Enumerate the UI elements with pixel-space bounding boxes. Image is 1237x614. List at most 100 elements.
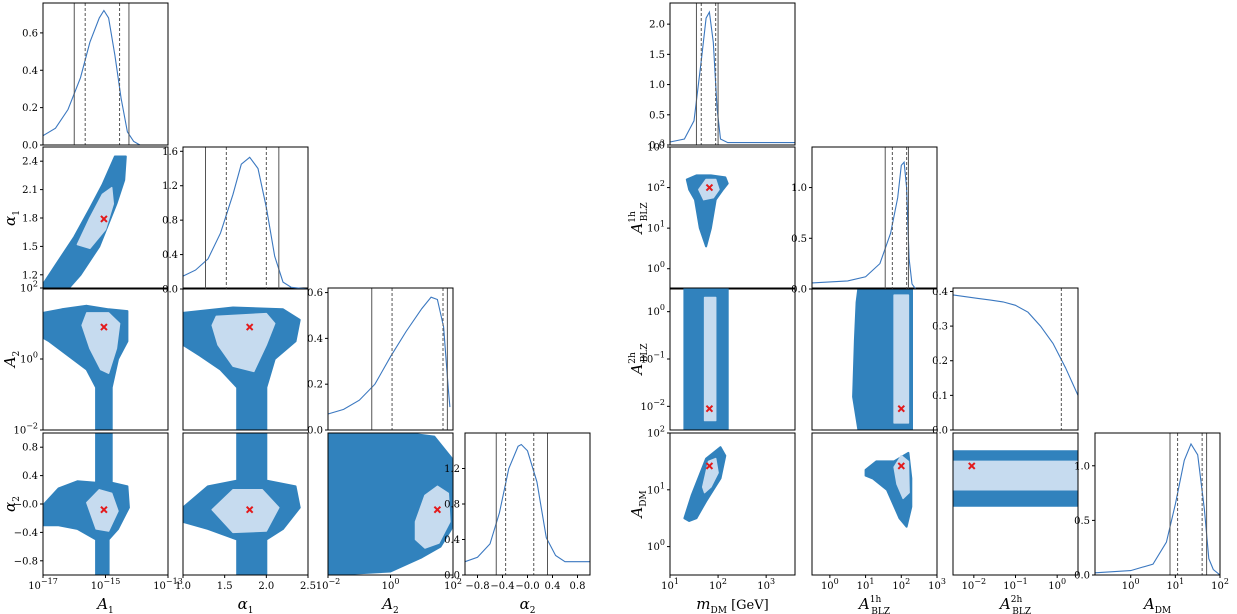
contour-95 [685,174,729,248]
y-axis-label: ADM [628,490,649,519]
x-tick-label: 103 [928,577,946,592]
marginal-panel-1: 0.0 0.4 0.8 1.2 1.6 [162,146,309,296]
y-tick-label: 0.4 [22,66,38,77]
best-fit-marker [100,323,108,331]
x-tick-label: 10−2 [316,577,341,592]
y-tick-label: 101 [647,220,665,235]
marginal-curve [182,156,309,290]
x-axis-label: α1 [238,595,254,614]
x-axis-label: ADM [1142,595,1171,614]
y-axis-1: 1.2 1.5 1.8 2.1 2.4 [22,157,43,281]
marginal-curve [42,9,141,146]
y-axis-2: 10−2 100 102 [13,280,43,437]
x-tick-label: 10−2 [962,577,987,592]
contour-panel-2-0 [669,287,796,431]
y-tick-label: 2.4 [22,157,38,168]
panel-frame [182,146,309,290]
contour-panel-3-2 [327,432,454,576]
contour-panel-3-1 [811,432,938,576]
contour-68 [893,454,910,500]
y-tick-label: 10−2 [13,422,38,437]
x-tick-label: 10−1 [1003,577,1028,592]
marginal-panel-1: 0.0 0.5 1.0 [791,146,938,296]
contour-68 [81,312,121,374]
x-axis-label: A2 [380,595,399,614]
x-tick-label: 0.8 [570,581,586,592]
marginal-curve [1094,442,1221,576]
x-tick-label: 0.4 [545,581,561,592]
x-tick-label: 10−17 [28,577,58,592]
panel-frame [182,432,309,576]
contour-panel-3-2 [952,432,1079,576]
x-tick-label: 100 [1048,577,1066,592]
x-tick-label: 10−15 [91,577,121,592]
contour-95 [43,433,130,575]
corner-left: 0.00.20.40.60.00.40.81.21.60.00.20.40.60… [13,2,591,592]
contour-68 [893,294,910,424]
x-tick-label: 1.5 [217,581,233,592]
y-axis-label: A2h BLZ [628,343,650,376]
marginal-curve [464,443,590,563]
y-tick-label: 2.0 [649,20,665,31]
y-tick-label: 1.6 [162,147,178,158]
x-axis-2: 10−2 10−1 100 [962,575,1066,592]
contour-panel-1-0 [669,146,796,290]
y-tick-label: 0.0 [22,141,38,152]
contour-panel-3-0 [669,432,796,576]
svg-text:mDM [GeV]: mDM [GeV] [696,595,768,614]
y-tick-label: 0.5 [1074,516,1090,527]
y-tick-label: 1.0 [1074,461,1090,472]
marginal-panel-2: 0.0 0.2 0.4 0.6 [307,287,454,437]
marginal-panel-3: 0.0 0.5 1.0 [1074,432,1221,582]
best-fit-marker [705,183,714,192]
contour-68 [703,296,717,422]
y-tick-label: 102 [20,280,38,295]
y-tick-label: 1.2 [22,270,38,281]
y-tick-label: 1.2 [444,464,460,475]
x-axis-1: 1.0 1.5 2.0 2.5 [175,575,316,592]
marginal-panel-0: 0.0 0.2 0.4 0.6 [22,2,169,152]
contour-68 [414,485,451,549]
y-tick-label: 10−1 [640,351,665,366]
panel-frame [811,287,938,431]
x-tick-label: −0.4 [490,581,514,592]
y-tick-label: 0.4 [444,535,460,546]
x-axis-0: 10−17 10−15 10−13 [28,575,183,592]
contour-68 [211,489,280,534]
y-axis-label: α1 [1,210,22,226]
y-tick-label: 1.0 [791,183,807,194]
x-axis-1: 100 101 102 103 [821,575,946,592]
y-tick-label: 0.4 [22,471,38,482]
x-tick-label: 102 [444,577,462,592]
x-tick-label: 101 [857,577,875,592]
best-fit-marker [245,505,254,514]
svg-text:ADM: ADM [628,490,649,519]
y-tick-label: −0.8 [14,556,38,567]
x-tick-label: 102 [709,577,727,592]
panel-frame [464,432,591,576]
y-tick-label: 0.0 [307,426,323,437]
panel-frame [811,146,938,290]
y-tick-label: 0.0 [649,141,665,152]
panel-frame [952,287,1079,431]
y-tick-label: −0.0 [14,500,38,511]
y-tick-label: 100 [647,538,665,553]
y-axis-label: A1h BLZ [628,202,650,235]
marginal-panel-2: 0.0 0.1 0.2 0.3 0.4 [932,287,1079,437]
svg-text:A1: A1 [95,595,114,614]
y-axis-label: A2 [1,351,22,370]
y-tick-label: 100 [20,351,38,366]
x-tick-label: −0.0 [515,581,539,592]
x-axis-3: 100 101 102 [1122,575,1229,592]
best-fit-marker [433,505,442,514]
x-tick-label: 100 [821,577,839,592]
y-tick-label: 0.0 [1074,571,1090,582]
y-tick-label: 0.8 [22,443,38,454]
contour-panel-2-1 [811,287,938,431]
panel-frame [1094,432,1221,576]
y-tick-label: 0.0 [791,285,807,296]
y-tick-label: 0.2 [932,356,948,367]
y-axis-3: 100 101 102 [647,425,670,553]
